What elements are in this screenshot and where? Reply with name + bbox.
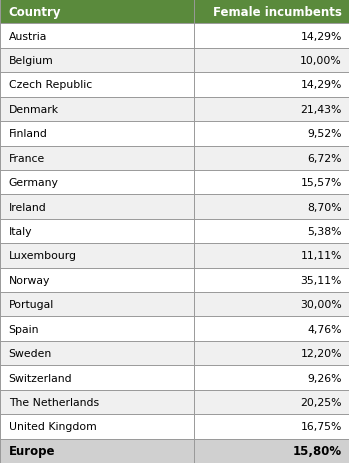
Bar <box>194 219 349 244</box>
Bar <box>0 293 194 317</box>
Bar <box>194 341 349 365</box>
Bar <box>0 390 194 414</box>
Text: Norway: Norway <box>9 275 50 285</box>
Text: Ireland: Ireland <box>9 202 46 212</box>
Text: Switzerland: Switzerland <box>9 373 72 383</box>
Text: Portugal: Portugal <box>9 300 54 310</box>
Text: Belgium: Belgium <box>9 56 53 66</box>
Text: Finland: Finland <box>9 129 47 139</box>
Bar <box>0 0 194 25</box>
Text: 20,25%: 20,25% <box>300 397 342 407</box>
Text: 5,38%: 5,38% <box>307 226 342 237</box>
Text: 15,57%: 15,57% <box>300 178 342 188</box>
Text: 16,75%: 16,75% <box>300 421 342 432</box>
Bar <box>194 268 349 293</box>
Bar <box>194 390 349 414</box>
Text: 4,76%: 4,76% <box>307 324 342 334</box>
Text: Country: Country <box>9 6 61 19</box>
Text: 14,29%: 14,29% <box>300 80 342 90</box>
Text: Denmark: Denmark <box>9 105 59 115</box>
Bar <box>194 122 349 146</box>
Bar <box>194 0 349 25</box>
Bar <box>194 244 349 268</box>
Text: 30,00%: 30,00% <box>300 300 342 310</box>
Text: 12,20%: 12,20% <box>300 348 342 358</box>
Text: 6,72%: 6,72% <box>307 153 342 163</box>
Bar <box>0 438 194 463</box>
Bar <box>0 146 194 170</box>
Text: Sweden: Sweden <box>9 348 52 358</box>
Text: France: France <box>9 153 45 163</box>
Text: Female incumbents: Female incumbents <box>213 6 342 19</box>
Text: 9,26%: 9,26% <box>307 373 342 383</box>
Bar <box>194 438 349 463</box>
Text: 9,52%: 9,52% <box>307 129 342 139</box>
Bar <box>0 25 194 49</box>
Bar <box>194 293 349 317</box>
Text: 14,29%: 14,29% <box>300 31 342 42</box>
Text: Czech Republic: Czech Republic <box>9 80 92 90</box>
Bar <box>0 98 194 122</box>
Bar <box>194 146 349 170</box>
Bar <box>194 49 349 73</box>
Text: 11,11%: 11,11% <box>300 251 342 261</box>
Text: Austria: Austria <box>9 31 47 42</box>
Text: Germany: Germany <box>9 178 59 188</box>
Text: 8,70%: 8,70% <box>307 202 342 212</box>
Bar <box>194 365 349 390</box>
Bar <box>194 195 349 219</box>
Bar <box>0 122 194 146</box>
Bar <box>0 268 194 293</box>
Bar <box>0 49 194 73</box>
Text: Spain: Spain <box>9 324 39 334</box>
Bar <box>194 98 349 122</box>
Bar <box>194 73 349 98</box>
Text: 10,00%: 10,00% <box>300 56 342 66</box>
Text: 15,80%: 15,80% <box>293 444 342 457</box>
Bar <box>0 414 194 438</box>
Bar <box>0 341 194 365</box>
Bar <box>0 244 194 268</box>
Text: Luxembourg: Luxembourg <box>9 251 77 261</box>
Bar <box>0 170 194 195</box>
Text: 21,43%: 21,43% <box>300 105 342 115</box>
Bar <box>0 195 194 219</box>
Text: 35,11%: 35,11% <box>300 275 342 285</box>
Text: Europe: Europe <box>9 444 55 457</box>
Text: Italy: Italy <box>9 226 32 237</box>
Bar <box>194 170 349 195</box>
Bar <box>194 25 349 49</box>
Bar <box>0 219 194 244</box>
Bar <box>194 414 349 438</box>
Text: United Kingdom: United Kingdom <box>9 421 96 432</box>
Bar <box>0 365 194 390</box>
Bar <box>0 317 194 341</box>
Bar <box>0 73 194 98</box>
Bar <box>194 317 349 341</box>
Text: The Netherlands: The Netherlands <box>9 397 99 407</box>
